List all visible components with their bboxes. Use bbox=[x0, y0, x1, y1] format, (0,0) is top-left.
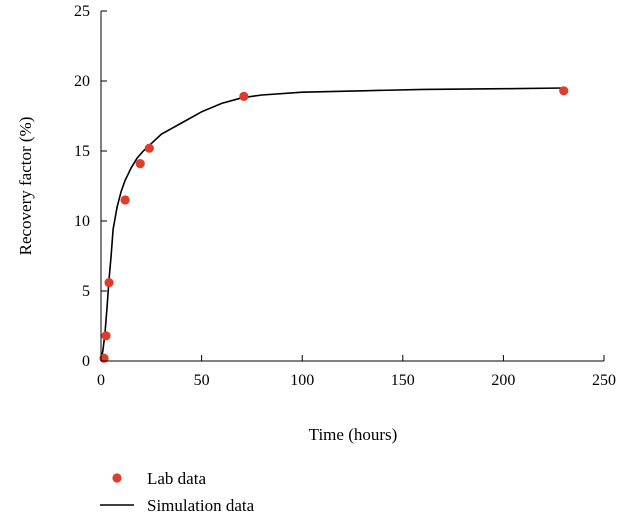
x-tick-label: 50 bbox=[194, 372, 210, 389]
x-tick-label: 200 bbox=[491, 372, 515, 389]
simulation-series-line bbox=[100, 87, 564, 362]
lab-data-point bbox=[101, 331, 111, 341]
y-tick-label: 25 bbox=[74, 3, 90, 20]
x-tick-label: 100 bbox=[290, 372, 314, 389]
lab-data-point bbox=[120, 195, 130, 205]
lab-data-point bbox=[144, 143, 154, 153]
lab-data-point bbox=[135, 159, 145, 169]
lab-data-point bbox=[104, 278, 114, 288]
x-tick-label: 250 bbox=[592, 372, 616, 389]
lab-data-point bbox=[559, 86, 569, 96]
y-tick-label: 10 bbox=[74, 213, 90, 230]
y-axis-label: Recovery factor (%) bbox=[16, 117, 35, 256]
legend-marker-lab-data bbox=[112, 473, 122, 483]
x-tick-label: 150 bbox=[391, 372, 415, 389]
lab-data-point bbox=[239, 91, 249, 101]
legend: Lab data Simulation data bbox=[100, 469, 255, 515]
legend-label: Simulation data bbox=[147, 496, 255, 515]
y-tick-label: 20 bbox=[74, 73, 90, 90]
y-tick-label: 0 bbox=[82, 353, 90, 370]
y-tick-label: 5 bbox=[82, 283, 90, 300]
legend-label: Lab data bbox=[147, 469, 206, 488]
x-tick-label: 0 bbox=[97, 372, 105, 389]
y-tick-label: 15 bbox=[74, 143, 90, 160]
x-axis-label: Time (hours) bbox=[309, 425, 398, 444]
